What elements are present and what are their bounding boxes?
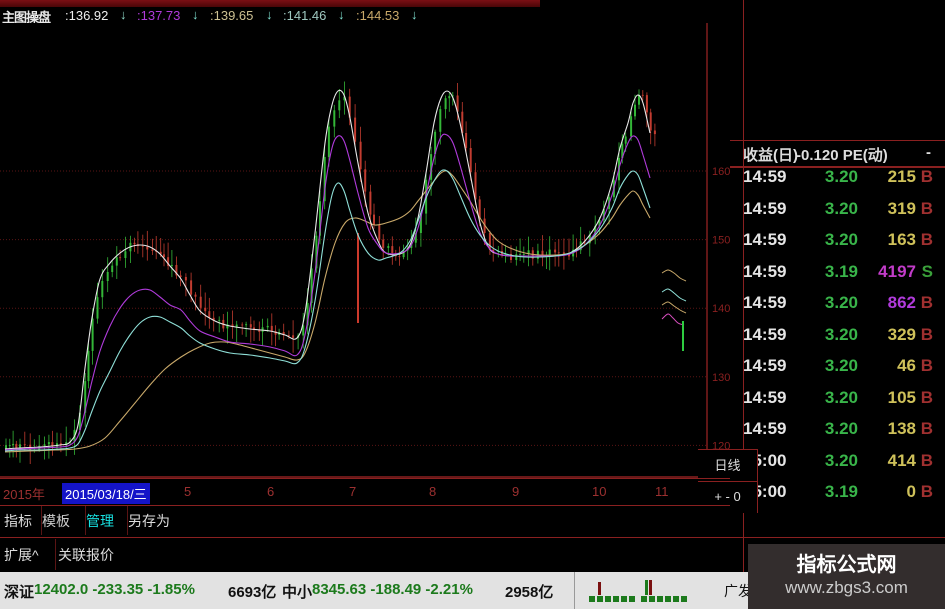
svg-text:160.0: 160.0 — [712, 166, 730, 178]
svg-text:130.0: 130.0 — [712, 372, 730, 384]
svg-text:140.0: 140.0 — [712, 303, 730, 315]
svg-text:150.0: 150.0 — [712, 235, 730, 247]
